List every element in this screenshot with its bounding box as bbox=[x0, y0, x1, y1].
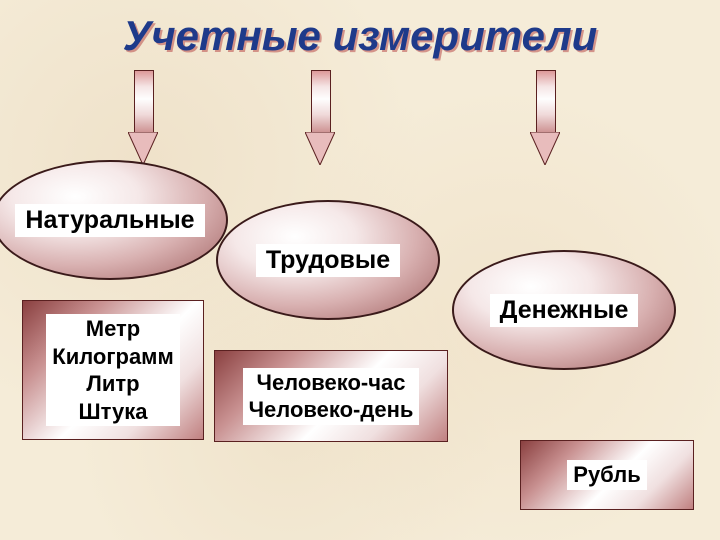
box-monetary: Рубль bbox=[520, 440, 694, 510]
arrow-3 bbox=[530, 70, 560, 165]
item: Человеко-час bbox=[256, 370, 405, 395]
item: Штука bbox=[79, 399, 148, 424]
ellipse-natural: Натуральные bbox=[0, 160, 228, 280]
label-natural: Натуральные bbox=[15, 204, 204, 237]
item: Килограмм bbox=[52, 344, 173, 369]
items-monetary: Рубль bbox=[567, 460, 646, 490]
item: Человеко-день bbox=[249, 397, 414, 422]
items-labor: Человеко-час Человеко-день bbox=[243, 368, 420, 425]
ellipse-monetary: Денежные bbox=[452, 250, 676, 370]
page-title: Учетные измерители bbox=[0, 12, 720, 60]
box-natural: Метр Килограмм Литр Штука bbox=[22, 300, 204, 440]
label-monetary: Денежные bbox=[490, 294, 639, 327]
item: Литр bbox=[86, 371, 139, 396]
box-labor: Человеко-час Человеко-день bbox=[214, 350, 448, 442]
label-labor: Трудовые bbox=[256, 244, 400, 277]
item: Рубль bbox=[573, 462, 640, 487]
arrow-1 bbox=[128, 70, 158, 165]
item: Метр bbox=[86, 316, 140, 341]
arrow-2 bbox=[305, 70, 335, 165]
ellipse-labor: Трудовые bbox=[216, 200, 440, 320]
items-natural: Метр Килограмм Литр Штука bbox=[46, 314, 179, 426]
